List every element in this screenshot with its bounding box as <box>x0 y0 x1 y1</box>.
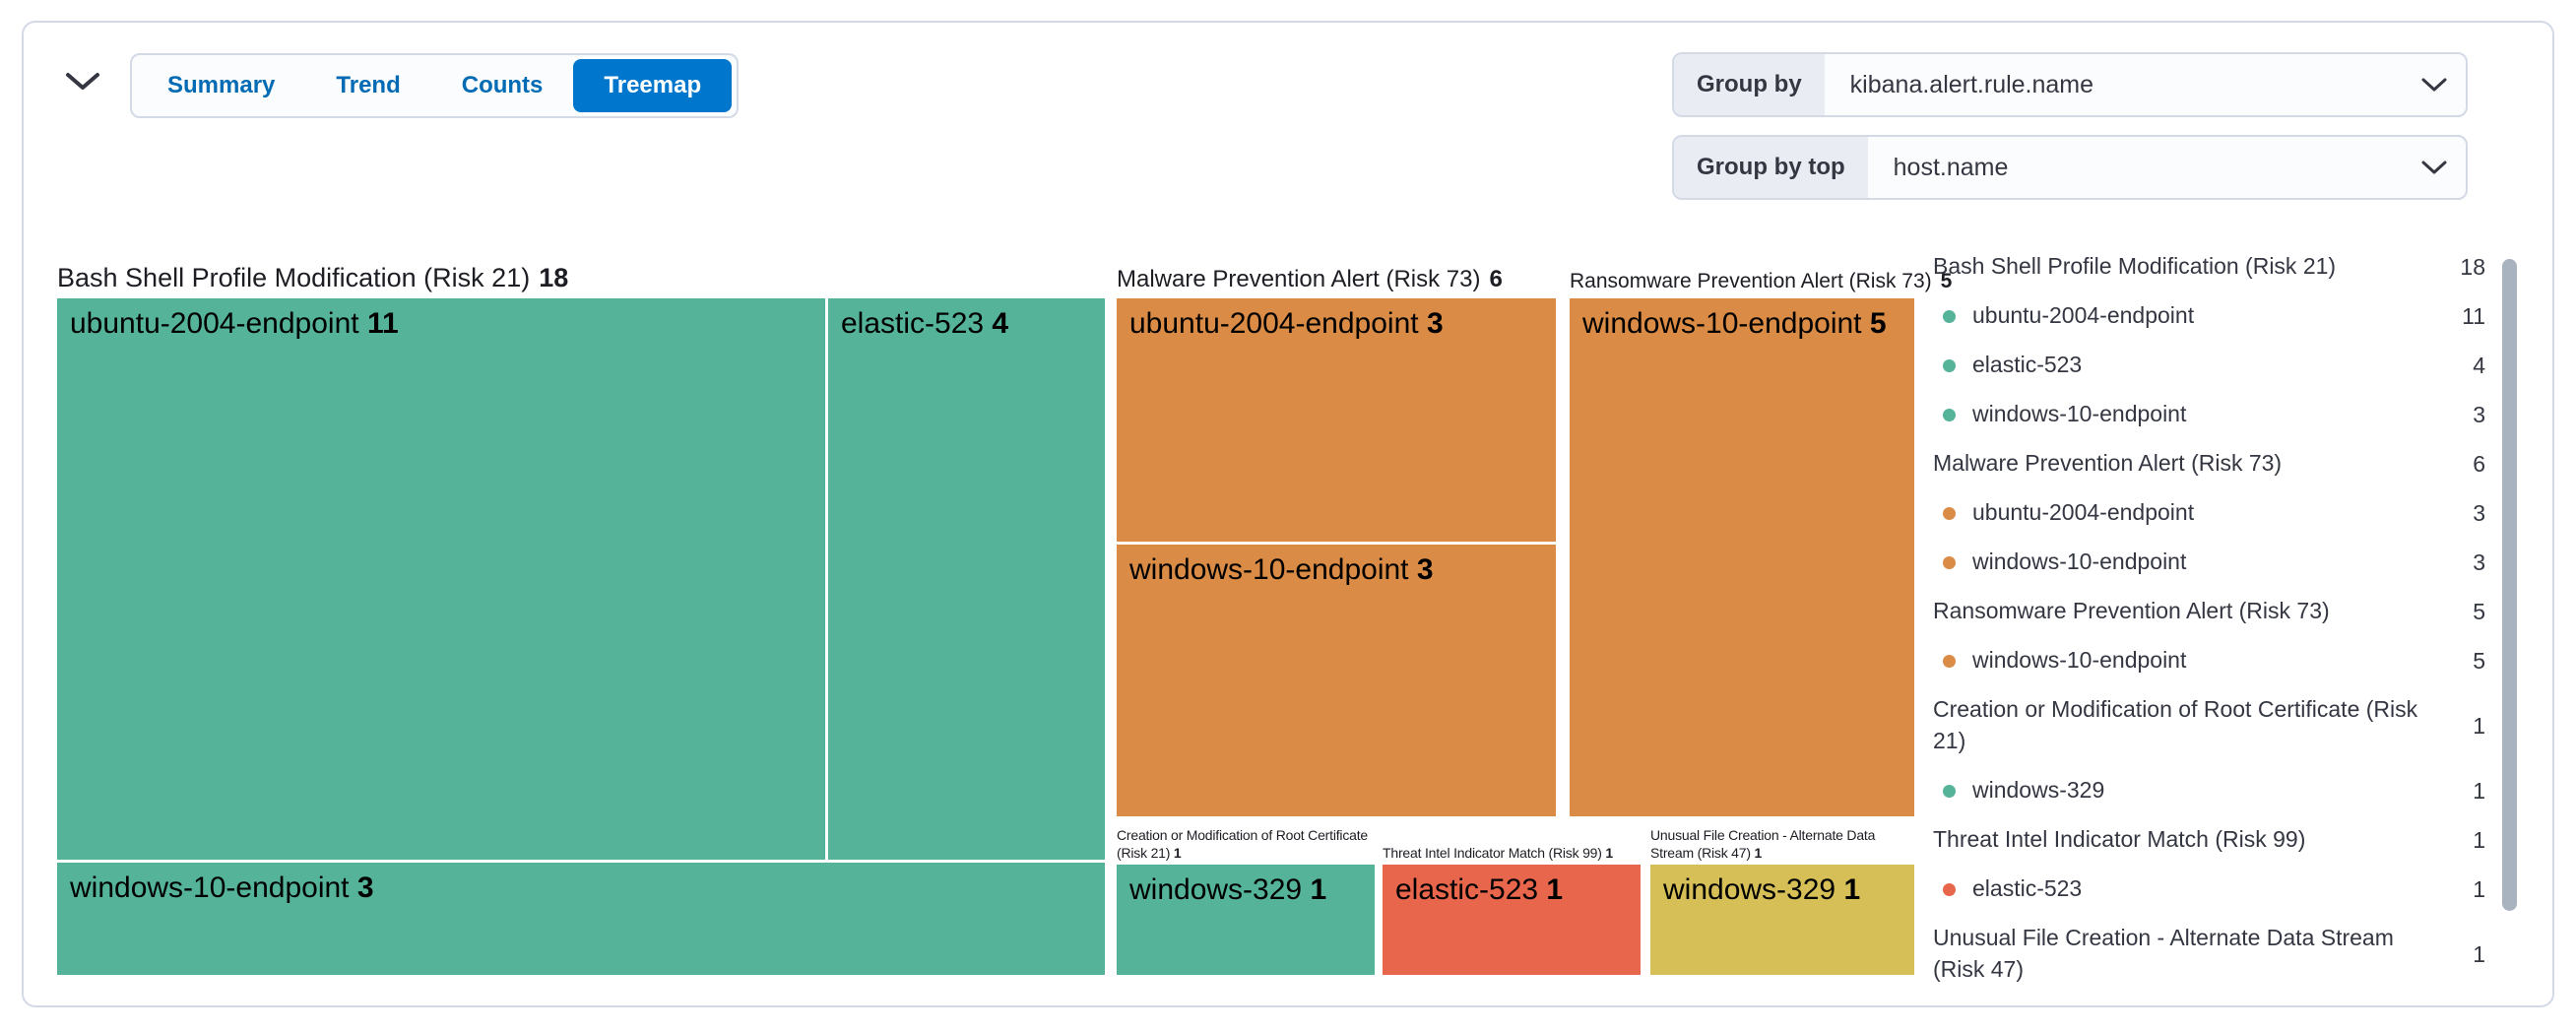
treemap-tile[interactable]: ubuntu-2004-endpoint 3 <box>1117 298 1556 542</box>
chevron-down-icon <box>2403 137 2466 198</box>
group-by-top-select[interactable]: Group by top host.name <box>1672 135 2468 200</box>
chevron-down-icon <box>65 72 100 95</box>
treemap-tile[interactable]: windows-10-endpoint 5 <box>1570 298 1914 816</box>
legend-item[interactable]: windows-10-endpoint 5 <box>1933 636 2485 685</box>
treemap-tile[interactable]: windows-329 1 <box>1650 865 1914 975</box>
legend-group-item[interactable]: Malware Prevention Alert (Risk 73) 6 <box>1933 450 2485 477</box>
legend: Bash Shell Profile Modification (Risk 21… <box>1933 242 2485 995</box>
legend-item[interactable]: elastic-523 4 <box>1933 341 2485 390</box>
legend-dot <box>1943 784 1956 798</box>
treemap-group-label: Threat Intel Indicator Match (Risk 99) 1 <box>1383 845 1614 862</box>
legend-item[interactable]: windows-329 1 <box>1933 766 2485 815</box>
legend-group-item[interactable]: Threat Intel Indicator Match (Risk 99) 1 <box>1933 826 2485 853</box>
legend-dot <box>1943 506 1956 520</box>
group-by-label: Group by <box>1674 54 1825 115</box>
legend-dot <box>1943 882 1956 896</box>
group-by-top-value: host.name <box>1893 153 2009 181</box>
legend-dot <box>1943 358 1956 372</box>
legend-item[interactable]: elastic-523 1 <box>1933 865 2485 914</box>
treemap-tile[interactable]: elastic-523 4 <box>828 298 1105 860</box>
treemap-group-label: Unusual File Creation - Alternate Data S… <box>1650 827 1876 862</box>
legend-dot <box>1943 654 1956 668</box>
view-switcher-button-group: Summary Trend Counts Treemap <box>130 53 740 118</box>
tab-summary[interactable]: Summary <box>137 59 305 112</box>
treemap-group-label: Ransomware Prevention Alert (Risk 73) 5 <box>1570 270 1953 292</box>
treemap-group-label: Malware Prevention Alert (Risk 73) 6 <box>1117 266 1503 292</box>
group-by-select[interactable]: Group by kibana.alert.rule.name <box>1672 52 2468 117</box>
legend-dot <box>1943 309 1956 323</box>
legend-item[interactable]: windows-10-endpoint 3 <box>1933 390 2485 439</box>
treemap-tile[interactable]: windows-10-endpoint 3 <box>57 863 1105 975</box>
tab-counts[interactable]: Counts <box>431 59 574 112</box>
legend-item[interactable]: ubuntu-2004-endpoint 3 <box>1933 488 2485 538</box>
legend-item[interactable]: windows-10-endpoint 3 <box>1933 538 2485 587</box>
legend-group-item[interactable]: Bash Shell Profile Modification (Risk 21… <box>1933 253 2485 280</box>
legend-group-item[interactable]: Ransomware Prevention Alert (Risk 73) 5 <box>1933 598 2485 624</box>
treemap-tile[interactable]: windows-329 1 <box>1117 865 1375 975</box>
legend-item[interactable]: ubuntu-2004-endpoint 11 <box>1933 291 2485 341</box>
treemap-tile[interactable]: windows-10-endpoint 3 <box>1117 545 1556 816</box>
treemap-group-label: Bash Shell Profile Modification (Risk 21… <box>57 263 569 292</box>
treemap-group-label: Creation or Modification of Root Certifi… <box>1117 827 1368 862</box>
tab-trend[interactable]: Trend <box>305 59 430 112</box>
chevron-down-icon <box>2403 54 2466 115</box>
group-by-value: kibana.alert.rule.name <box>1849 70 2094 98</box>
legend-group-item[interactable]: Creation or Modification of Root Certifi… <box>1933 696 2485 753</box>
group-by-top-label: Group by top <box>1674 137 1868 198</box>
legend-scrollbar-thumb[interactable] <box>2502 259 2517 911</box>
treemap-tile[interactable]: elastic-523 1 <box>1383 865 1641 975</box>
tab-treemap[interactable]: Treemap <box>573 59 733 112</box>
legend-group-item[interactable]: Unusual File Creation - Alternate Data S… <box>1933 925 2485 982</box>
treemap-tile[interactable]: ubuntu-2004-endpoint 11 <box>57 298 825 860</box>
collapse-toggle-button[interactable] <box>57 61 108 104</box>
legend-dot <box>1943 408 1956 421</box>
legend-dot <box>1943 555 1956 569</box>
